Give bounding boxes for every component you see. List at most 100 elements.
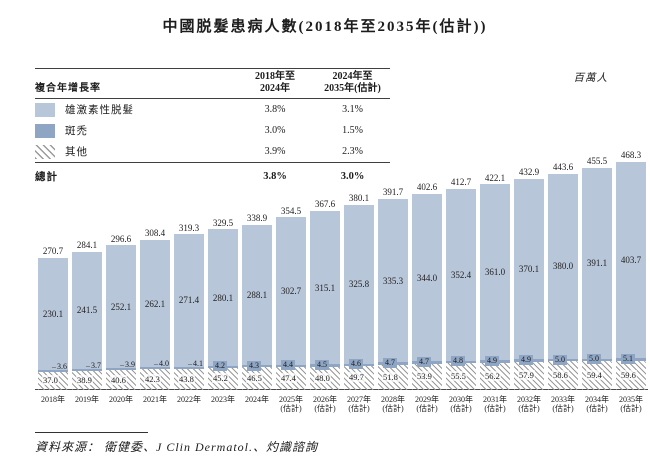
x-axis-label: 2025年: [279, 395, 303, 404]
bar-value-others: 55.5: [450, 370, 467, 381]
bar-value-androgenetic: 380.0: [552, 261, 574, 272]
total-label: 總計: [35, 172, 58, 183]
bar-value-alopecia-areata: 4.4: [281, 360, 295, 371]
bar-value-alopecia-areata: 4.6: [349, 359, 363, 370]
bar-segment-androgenetic: [514, 178, 544, 360]
bar-total-label: 284.1: [76, 240, 98, 250]
x-axis-line: [35, 389, 648, 390]
x-axis-label: 2034年: [585, 395, 609, 404]
total-cagr-value: 3.0%: [340, 171, 365, 182]
bar-total-label: 380.1: [348, 193, 370, 204]
legend-label: 雄激素性脱髮: [65, 105, 134, 116]
table-rule-total: [35, 162, 390, 163]
x-axis-label: 2031年: [483, 395, 507, 404]
table-header-row: 複合年增長率 2018年至 2024年 2024年至 2035年(估計): [35, 69, 390, 98]
others-swatch-icon: [35, 144, 55, 159]
col-header-2024-2035: 2024年至 2035年(估計): [315, 71, 390, 95]
x-axis-label: 2023年: [211, 395, 235, 404]
bar-value-others: 58.6: [552, 370, 569, 381]
bar-value-alopecia-areata: 3.7: [86, 361, 101, 371]
x-axis-label-note: (估計): [518, 404, 540, 413]
x-axis-label-note: (估計): [382, 404, 404, 413]
bar-total-label: 468.3: [620, 150, 642, 161]
bar-value-others: 51.8: [382, 371, 399, 382]
source-rule: [35, 432, 148, 433]
cagr-table: 複合年增長率 2018年至 2024年 2024年至 2035年(估計) 雄激素…: [35, 68, 390, 188]
bar-value-alopecia-areata: 4.5: [315, 360, 329, 370]
legend-label-wrap: 斑禿: [35, 123, 235, 138]
bar-segment-androgenetic: [38, 257, 68, 371]
bar-value-alopecia-areata: 5.0: [553, 354, 567, 365]
bar-value-alopecia-areata: 3.6: [52, 362, 67, 372]
legend-row-others: 其他 3.9% 2.3%: [35, 141, 390, 162]
bar-value-androgenetic: 325.8: [348, 279, 370, 290]
x-axis-label: 2018年: [41, 395, 65, 404]
bar-value-androgenetic: 271.4: [178, 295, 200, 306]
bar-value-others: 56.2: [484, 370, 501, 381]
x-axis-label-note: (估計): [552, 404, 574, 413]
cagr-value: 3.1%: [342, 104, 363, 115]
x-axis-label-note: (估計): [280, 404, 302, 413]
bar-value-others: 43.8: [178, 373, 195, 384]
legend-label: 斑禿: [65, 126, 88, 137]
table-rule-header: [35, 98, 390, 99]
bar-value-androgenetic: 315.1: [314, 282, 336, 293]
bar-total-label: 367.6: [314, 199, 336, 210]
bar-segment-androgenetic: [106, 245, 136, 369]
bar-segment-androgenetic: [548, 173, 578, 359]
legend-label-wrap: 雄激素性脱髮: [35, 102, 235, 117]
cagr-value: 3.9%: [264, 146, 286, 157]
bar-value-alopecia-areata: 4.7: [417, 357, 431, 368]
legend-label-wrap: 其他: [35, 144, 235, 159]
bar-segment-androgenetic: [582, 167, 612, 359]
cagr-value: 2.3%: [342, 146, 363, 157]
bar-value-alopecia-areata: 4.2: [213, 361, 227, 372]
x-axis-label-note: (估計): [620, 404, 642, 413]
bar-value-others: 46.5: [246, 373, 263, 384]
bar-segment-androgenetic: [480, 184, 510, 361]
table-rule-top: [35, 68, 390, 69]
bar-total-label: 319.3: [178, 222, 200, 233]
bar-value-androgenetic: 344.0: [416, 272, 438, 283]
total-row: 總計 3.8% 3.0%: [35, 163, 390, 188]
bar-value-alopecia-areata: 4.9: [485, 355, 499, 366]
bar-total-label: 455.5: [586, 156, 608, 167]
total-cagr-value: 3.8%: [263, 171, 287, 182]
bar-value-androgenetic: 252.1: [110, 301, 132, 312]
cagr-value: 3.8%: [264, 104, 286, 115]
x-axis-label-note: (估計): [314, 404, 336, 413]
x-axis-label: 2024年: [245, 395, 269, 404]
x-axis-label: 2028年: [381, 395, 405, 404]
bar-value-alopecia-areata: 4.7: [383, 358, 397, 369]
bar-value-alopecia-areata: 4.1: [188, 359, 203, 369]
bar-total-label: 270.7: [42, 246, 64, 257]
col-header-line: 2018年至: [255, 71, 295, 82]
bar-total-label: 412.7: [450, 177, 472, 188]
bar-value-androgenetic: 361.0: [484, 267, 506, 278]
bar-value-others: 59.6: [620, 369, 637, 380]
bar-value-androgenetic: 241.5: [76, 305, 98, 316]
col-header-line: 2024年: [260, 83, 290, 94]
bar-segment-androgenetic: [174, 234, 204, 367]
bar-value-androgenetic: 352.4: [450, 269, 472, 280]
bar-total-label: 402.6: [416, 182, 438, 193]
cagr-value: 3.0%: [264, 125, 286, 136]
bar-segment-androgenetic: [616, 161, 646, 359]
bar-segment-androgenetic: [446, 188, 476, 361]
bar-value-others: 38.9: [76, 375, 93, 386]
bar-value-androgenetic: 302.7: [280, 285, 302, 296]
table-row-header: 複合年增長率: [35, 83, 101, 94]
bar-value-androgenetic: 391.1: [586, 258, 608, 269]
bar-value-alopecia-areata: 5.1: [621, 354, 635, 365]
x-axis-label-note: (估計): [450, 404, 472, 413]
x-axis-label: 2029年: [415, 395, 439, 404]
x-axis-label: 2030年: [449, 395, 473, 404]
x-axis-label: 2026年: [313, 395, 337, 404]
alopecia-areata-swatch-icon: [35, 123, 55, 138]
x-axis-label-note: (估計): [484, 404, 506, 413]
x-axis-label: 2022年: [177, 395, 201, 404]
unit-label: 百萬人: [573, 73, 608, 84]
bar-segment-androgenetic: [378, 198, 408, 363]
